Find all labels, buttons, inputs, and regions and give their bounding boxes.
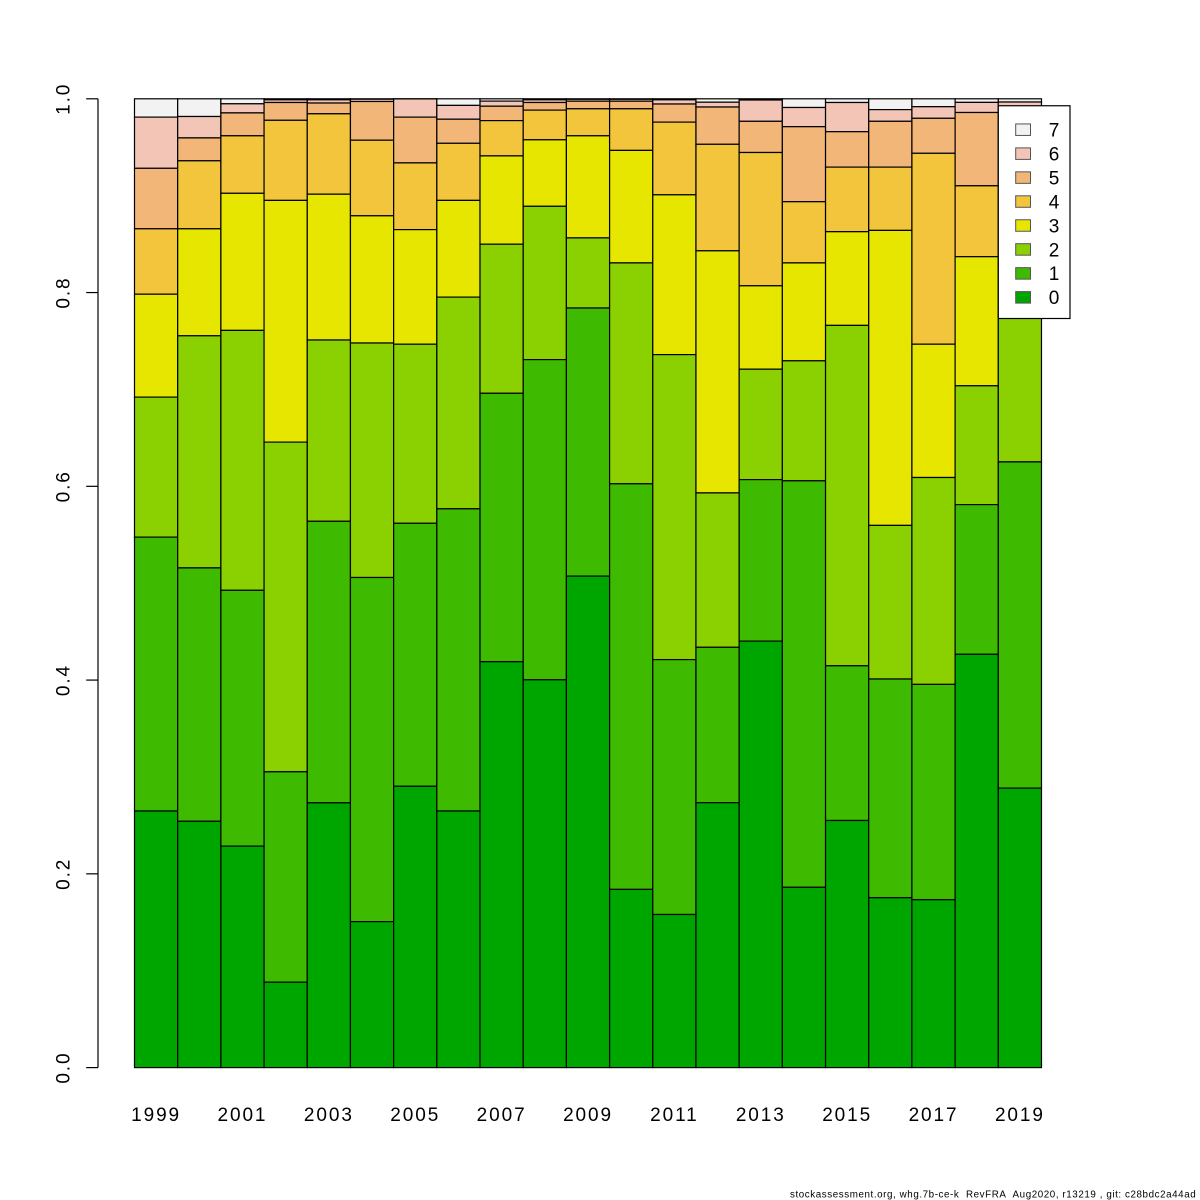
svg-text:1: 1 [1049,264,1060,285]
svg-text:2003: 2003 [304,1105,354,1126]
svg-text:4: 4 [1049,192,1060,213]
svg-text:2015: 2015 [822,1105,872,1126]
svg-text:7: 7 [1049,121,1060,142]
svg-text:1999: 1999 [131,1105,181,1126]
svg-text:2005: 2005 [390,1105,440,1126]
svg-text:0.4: 0.4 [54,664,75,696]
svg-text:2017: 2017 [909,1105,959,1126]
svg-text:0: 0 [1049,288,1060,309]
svg-text:3: 3 [1049,216,1060,237]
svg-text:0.8: 0.8 [54,276,75,308]
svg-text:stockassessment.org, whg.7b-ce: stockassessment.org, whg.7b-ce-k RevFRA … [790,1189,1196,1200]
svg-text:2009: 2009 [563,1105,613,1126]
svg-text:6: 6 [1049,144,1060,165]
svg-text:1.0: 1.0 [54,83,75,115]
svg-text:2013: 2013 [736,1105,786,1126]
svg-text:0.0: 0.0 [54,1052,75,1084]
svg-text:2019: 2019 [995,1105,1045,1126]
svg-text:2: 2 [1049,240,1060,261]
svg-text:2011: 2011 [650,1105,698,1126]
svg-text:5: 5 [1049,168,1060,189]
svg-text:0.2: 0.2 [54,858,75,890]
svg-text:0.6: 0.6 [54,470,75,502]
svg-text:2007: 2007 [477,1105,527,1126]
svg-text:2001: 2001 [218,1105,268,1126]
